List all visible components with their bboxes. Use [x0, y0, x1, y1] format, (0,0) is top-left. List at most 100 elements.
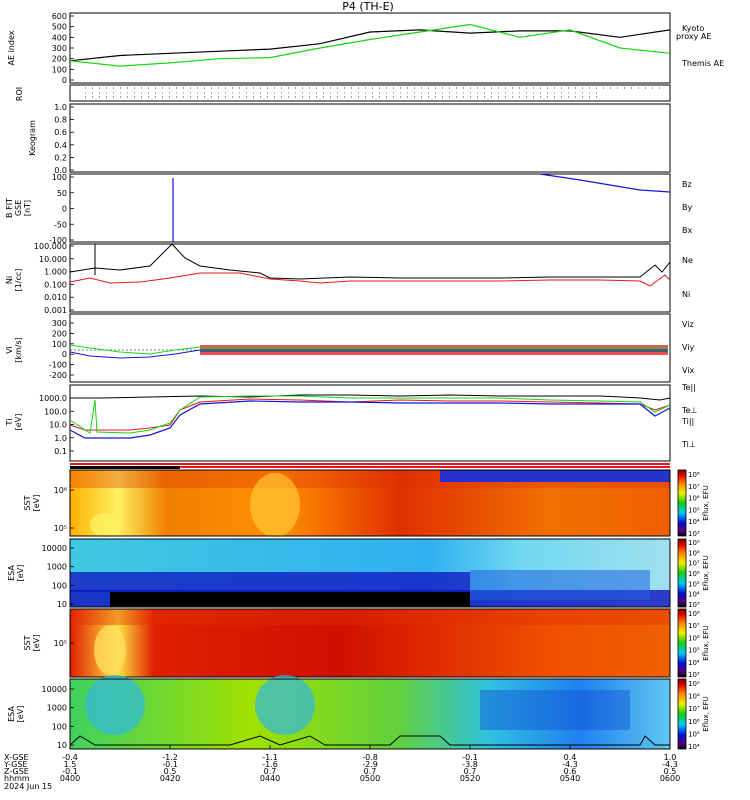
- velocity-legend-viy: Viy: [682, 343, 695, 352]
- density-tick: 0.010: [44, 293, 67, 302]
- svg-text:[eV]: [eV]: [14, 414, 23, 431]
- spec1-ylabel: SST [eV]: [23, 495, 41, 512]
- time-axis-y-value: 1.5: [64, 760, 77, 769]
- spec3-cbar-tick: 10⁸: [688, 610, 700, 618]
- ae-tick: 100: [52, 65, 67, 74]
- velocity-tick: -100: [49, 361, 67, 370]
- svg-text:Ni: Ni: [5, 276, 14, 284]
- time-axis-t-value: 0440: [260, 774, 280, 783]
- velocity-tick: 200: [52, 329, 67, 338]
- spec3-cbar-tick: 10⁷: [688, 622, 700, 630]
- time-axis-t-value: 0540: [560, 774, 580, 783]
- spec1-cbar-tick: 10⁶: [688, 495, 700, 503]
- ae-legend-proxy: proxy AE: [676, 32, 711, 41]
- ae-tick: 0: [62, 76, 67, 85]
- time-axis-y-value: -1.6: [262, 760, 278, 769]
- ae-tick: 600: [52, 12, 67, 21]
- bfit-legend-bx: Bx: [682, 226, 692, 235]
- ae-tick: 500: [52, 23, 67, 32]
- spec4-cbar-tick: 10⁷: [688, 705, 700, 713]
- mode-bars: [70, 463, 670, 469]
- spec2-tick: 100: [52, 581, 67, 590]
- time-axis-x-value: 1.0: [664, 753, 677, 762]
- spec2-cbar-tick: 10⁹: [688, 539, 700, 547]
- spec4-tick: 10: [57, 741, 67, 750]
- svg-text:SST: SST: [23, 635, 32, 650]
- ae-series-layer: [69, 23, 671, 67]
- time-axis-z-value: 0.5: [164, 767, 177, 776]
- time-axis-t-value: 0420: [160, 774, 180, 783]
- temperature-tick: 10.0: [49, 421, 67, 430]
- ae-legend-kyoto: Kyoto: [682, 24, 704, 33]
- spec4-tick: 1000: [47, 704, 67, 713]
- bfit-tick: -100: [49, 236, 67, 245]
- ae-ylabel: AE index: [7, 30, 16, 65]
- row-label-ygse: Y-GSE: [3, 760, 27, 769]
- time-axis-x-value: -0.1: [462, 753, 478, 762]
- time-axis-x-value: -0.4: [62, 753, 78, 762]
- spec3-tick-labels: 10⁵: [54, 639, 74, 648]
- density-tick: 0.001: [44, 306, 67, 315]
- bfit-tick: 50: [57, 189, 67, 198]
- temperature-panel: Ti [eV] 1000.0 100.0 10.0 1.0 0.1 Te|| Te⊥ T…: [5, 383, 697, 462]
- time-axis-y-value: -0.1: [162, 760, 178, 769]
- time-axis-t-value: 0500: [360, 774, 380, 783]
- spec2-cbar-tick: 10⁵: [688, 580, 700, 588]
- keogram-tick: 0.8: [54, 116, 67, 125]
- svg-text:[km/s]: [km/s]: [14, 337, 23, 363]
- svg-text:[eV]: [eV]: [32, 635, 41, 652]
- spec2-cbar-tick: 10⁸: [688, 549, 700, 557]
- svg-text:Vi: Vi: [5, 346, 14, 354]
- time-axis-x-value: -1.1: [262, 753, 278, 762]
- time-axis-z-value: 0.6: [564, 767, 577, 776]
- ae-series-line-1: [69, 23, 671, 67]
- row-label-hhmm: hhmm: [4, 774, 30, 783]
- density-ylabel: Ni [1/cc]: [5, 269, 23, 292]
- temperature-tick-labels: 1000.0 100.0 10.0 1.0 0.1: [39, 394, 74, 456]
- time-axis-labels: X-GSE Y-GSE Z-GSE hhmm 2024 Jun 15 -0.41…: [3, 745, 680, 791]
- spec2-tick: 10000: [42, 544, 67, 553]
- spec2-cbar-tick: 10⁶: [688, 570, 700, 578]
- spec1-tick-labels: 10⁶ 10⁵: [54, 486, 74, 533]
- spec3-panel: SST [eV] 10⁵ Eflux, EFU 10⁸10⁷10⁶10⁵10⁴1…: [23, 608, 710, 679]
- temperature-tick: 0.1: [54, 447, 67, 456]
- temp-legend-tipar: Ti||: [681, 417, 694, 426]
- spec2-cbar-tick: 10⁴: [688, 591, 700, 599]
- bfit-tick-labels: 100 50 0 -50 -100: [49, 173, 74, 245]
- spec4-tick: 100: [52, 722, 67, 731]
- ae-series-line-0: [69, 29, 671, 62]
- spec4-cbar-tick: 10⁶: [688, 718, 700, 726]
- spec3-ylabel: SST [eV]: [23, 635, 41, 652]
- keogram-tick: 0.6: [54, 128, 67, 137]
- spec1-cbar-tick: 10³: [688, 530, 700, 538]
- time-axis-t-value: 0400: [60, 774, 80, 783]
- bfit-legend-bz: Bz: [682, 180, 692, 189]
- temperature-tick: 100.0: [44, 407, 67, 416]
- plot-title: P4 (TH-E): [342, 0, 394, 13]
- spec4-cbar-tick: 10⁸: [688, 693, 700, 701]
- spec4-tick-labels: 10000 1000 100 10: [42, 685, 74, 750]
- time-axis-x-value: -0.8: [362, 753, 378, 762]
- spec2-cbar-tick: 10⁷: [688, 560, 700, 568]
- spec3-cbar-tick: 10⁴: [688, 659, 700, 667]
- spec4-cbar-tick: 10⁹: [688, 680, 700, 688]
- spec2-ylabel: ESA [eV]: [7, 565, 25, 582]
- spec2-tick-labels: 10000 1000 100 10: [42, 544, 74, 609]
- keogram-tick: 0.0: [54, 166, 67, 175]
- temperature-tick: 1.0: [54, 434, 67, 443]
- velocity-tick: 100: [52, 340, 67, 349]
- spec3-cbar-ticks: 10⁸ 10⁷ 10⁶ 10⁵ 10⁴ 10³: [688, 610, 700, 679]
- temp-legend-teperp: Te⊥: [681, 406, 697, 415]
- temperature-ylabel: Ti [eV]: [5, 414, 23, 431]
- keogram-tick-labels: 1.0 0.8 0.6 0.4 0.2 0.0: [54, 103, 74, 175]
- spec1-tick: 10⁶: [54, 486, 67, 495]
- velocity-tick: -200: [49, 371, 67, 380]
- density-tick: 1.000: [44, 268, 67, 277]
- velocity-tick: 0: [62, 350, 67, 359]
